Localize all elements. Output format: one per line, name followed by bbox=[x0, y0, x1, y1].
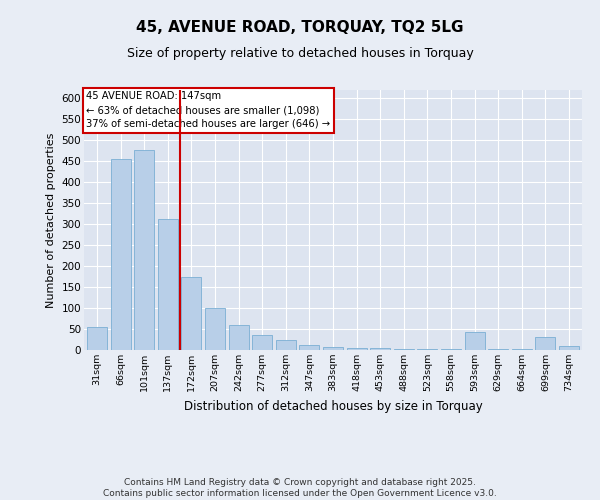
Bar bbox=[512, 349, 532, 350]
Bar bbox=[252, 336, 272, 350]
Bar bbox=[276, 340, 296, 350]
Bar bbox=[488, 349, 508, 350]
Bar bbox=[229, 325, 248, 350]
Bar bbox=[559, 346, 579, 350]
Bar bbox=[205, 308, 225, 350]
Bar bbox=[370, 348, 390, 350]
Text: Size of property relative to detached houses in Torquay: Size of property relative to detached ho… bbox=[127, 48, 473, 60]
Bar bbox=[535, 338, 556, 350]
Bar bbox=[347, 348, 367, 350]
X-axis label: Distribution of detached houses by size in Torquay: Distribution of detached houses by size … bbox=[184, 400, 482, 412]
Bar bbox=[299, 345, 319, 350]
Bar bbox=[134, 150, 154, 350]
Bar bbox=[158, 219, 178, 350]
Text: 45 AVENUE ROAD: 147sqm
← 63% of detached houses are smaller (1,098)
37% of semi-: 45 AVENUE ROAD: 147sqm ← 63% of detached… bbox=[86, 92, 331, 130]
Bar bbox=[181, 278, 202, 350]
Bar bbox=[323, 346, 343, 350]
Bar bbox=[110, 159, 131, 350]
Text: 45, AVENUE ROAD, TORQUAY, TQ2 5LG: 45, AVENUE ROAD, TORQUAY, TQ2 5LG bbox=[136, 20, 464, 35]
Bar bbox=[394, 348, 414, 350]
Bar bbox=[87, 328, 107, 350]
Text: Contains HM Land Registry data © Crown copyright and database right 2025.
Contai: Contains HM Land Registry data © Crown c… bbox=[103, 478, 497, 498]
Bar bbox=[418, 348, 437, 350]
Bar bbox=[464, 332, 485, 350]
Y-axis label: Number of detached properties: Number of detached properties bbox=[46, 132, 56, 308]
Bar bbox=[441, 349, 461, 350]
